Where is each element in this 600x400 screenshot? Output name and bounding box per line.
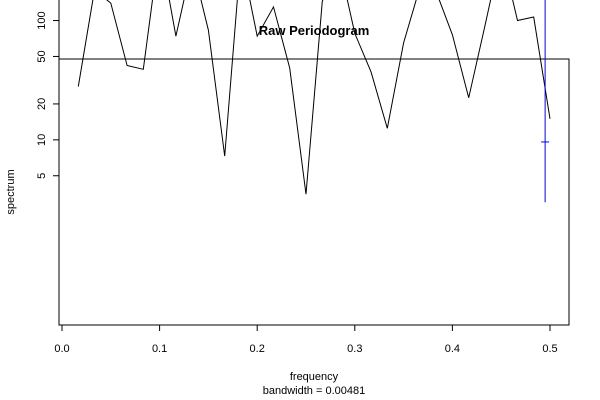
x-tick-label: 0.2: [250, 343, 265, 355]
spectrum-line: [77, 0, 551, 195]
x-tick-label: 0.3: [347, 343, 362, 355]
confidence-bar: [541, 0, 550, 203]
y-axis-label: spectrum: [5, 169, 17, 214]
y-tick-label: 100: [36, 11, 48, 29]
bandwidth-label: bandwidth = 0.00481: [263, 385, 365, 397]
x-axis-label: frequency: [290, 371, 339, 383]
y-tick-label: 20: [36, 98, 48, 110]
y-tick-label: 50: [36, 50, 48, 62]
x-tick-label: 0.0: [54, 343, 69, 355]
x-tick-label: 0.4: [445, 343, 460, 355]
y-tick-label: 10: [36, 134, 48, 146]
chart-title: Raw Periodogram: [259, 23, 370, 38]
y-tick-label: 5: [36, 173, 48, 179]
x-tick-label: 0.5: [542, 343, 557, 355]
y-axis: 5102050100200500: [36, 0, 60, 179]
x-axis: 0.0 0.1 0.2 0.3 0.4 0.5: [54, 324, 558, 355]
x-tick-label: 0.1: [152, 343, 167, 355]
series-layer: [77, 0, 551, 195]
